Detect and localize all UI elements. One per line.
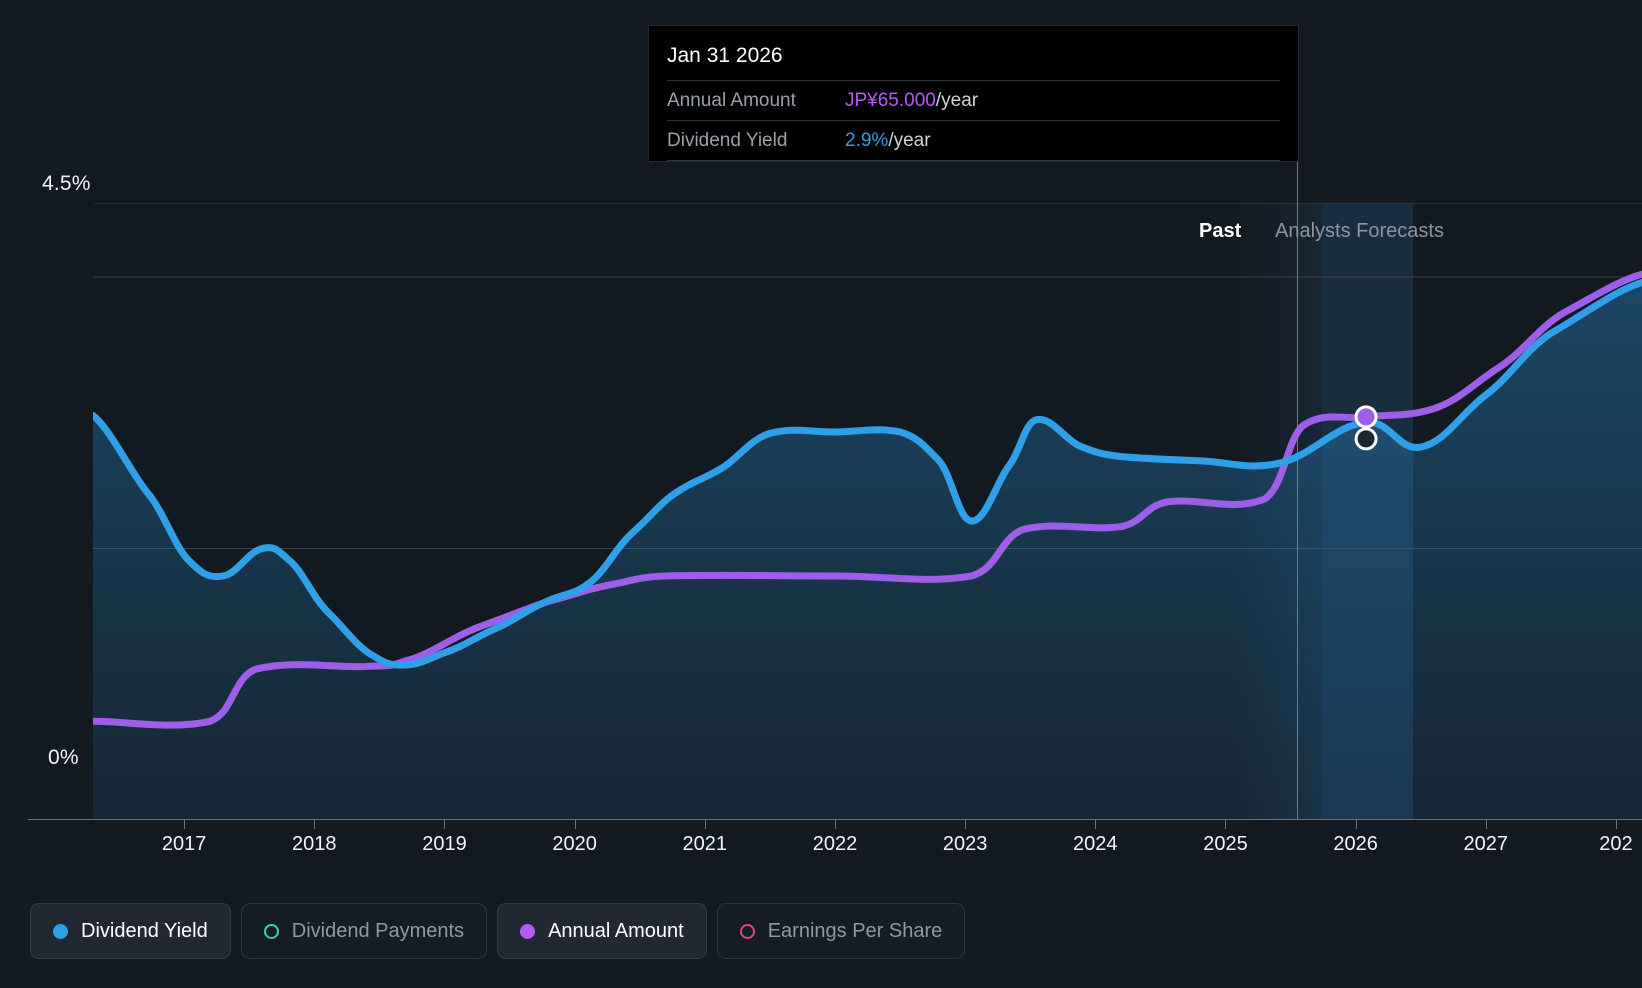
tooltip-yield-suffix: /year <box>888 130 931 151</box>
x-axis-tick <box>834 820 836 829</box>
x-axis-tick-label: 2021 <box>682 833 728 855</box>
tooltip-yield-value: 2.9% <box>845 130 889 151</box>
tooltip-value-dividend-yield: 2.9%/year <box>845 130 931 152</box>
x-axis-tick-label: 2019 <box>422 833 467 855</box>
x-axis-tick <box>314 820 316 829</box>
tooltip-title: Jan 31 2026 <box>667 26 1280 81</box>
tooltip-key-annual-amount: Annual Amount <box>667 90 796 111</box>
legend-item-dividend-yield[interactable]: Dividend Yield <box>30 903 231 959</box>
x-axis-tick <box>704 820 706 829</box>
chart-markers <box>1354 405 1378 451</box>
x-axis-tick <box>1615 820 1617 829</box>
x-axis-tick <box>1485 820 1487 829</box>
x-axis-tick-label: 202 <box>1599 833 1633 855</box>
chart-legend: Dividend Yield Dividend Payments Annual Am… <box>30 903 966 959</box>
tooltip-row-annual-amount: Annual Amount JP¥65.000/year <box>667 81 1280 121</box>
x-axis-tick-label: 2024 <box>1073 833 1118 855</box>
x-axis-tick-label: 2018 <box>292 833 337 855</box>
x-axis-line <box>28 819 1642 820</box>
legend-swatch-icon <box>520 923 536 939</box>
tooltip-value-annual-amount: JP¥65.000/year <box>845 90 978 112</box>
x-axis-tick <box>1225 820 1227 829</box>
legend-item-label: Annual Amount <box>548 919 684 942</box>
chart-plot-area <box>93 203 1642 820</box>
legend-swatch-icon <box>263 923 279 939</box>
cursor-line <box>1297 160 1298 820</box>
dividend-yield-line <box>93 279 1642 669</box>
x-axis-tick-label: 2026 <box>1333 833 1378 855</box>
annual-amount-line <box>93 270 1642 729</box>
legend-item-earnings-per-share[interactable]: Earnings Per Share <box>716 903 966 959</box>
tooltip-amount-suffix: /year <box>935 90 979 111</box>
tooltip-row-dividend-yield: Dividend Yield 2.9%/year <box>667 121 1280 161</box>
legend-item-label: Dividend Yield <box>81 919 208 942</box>
dividend-yield-marker <box>1354 427 1378 451</box>
legend-item-dividend-payments[interactable]: Dividend Payments <box>240 903 488 959</box>
legend-swatch-icon <box>739 923 755 939</box>
x-axis-tick <box>1095 820 1097 829</box>
x-axis-tick-label: 2027 <box>1463 833 1509 855</box>
legend-swatch-icon <box>53 923 68 939</box>
legend-item-label: Dividend Payments <box>291 919 465 942</box>
x-axis-tick <box>1355 820 1357 829</box>
tooltip-key-dividend-yield: Dividend Yield <box>667 130 788 151</box>
chart-tooltip: Jan 31 2026 Annual Amount JP¥65.000/year… <box>648 25 1299 162</box>
tooltip-amount-value: JP¥65.000 <box>845 90 936 111</box>
x-axis-tick <box>184 820 186 829</box>
dividend-yield-area <box>93 282 1642 820</box>
period-label-past: Past <box>1199 220 1242 242</box>
legend-item-label: Earnings Per Share <box>767 919 943 942</box>
x-axis-tick-label: 2025 <box>1203 833 1248 855</box>
annual-amount-marker <box>1354 405 1378 429</box>
x-axis-tick-label: 2022 <box>812 833 858 855</box>
y-axis-label-min: 0% <box>48 746 79 769</box>
y-axis-label-max: 4.5% <box>42 172 91 195</box>
x-axis-tick <box>444 820 446 829</box>
x-axis-tick-label: 2020 <box>552 833 597 855</box>
chart-svg <box>93 203 1642 820</box>
x-axis-tick-label: 2017 <box>161 833 207 855</box>
x-axis-tick <box>574 820 576 829</box>
period-label-forecast: Analysts Forecasts <box>1275 220 1444 242</box>
x-axis-tick-label: 2023 <box>942 833 988 855</box>
x-axis-tick <box>965 820 967 829</box>
legend-item-annual-amount[interactable]: Annual Amount <box>497 903 707 959</box>
